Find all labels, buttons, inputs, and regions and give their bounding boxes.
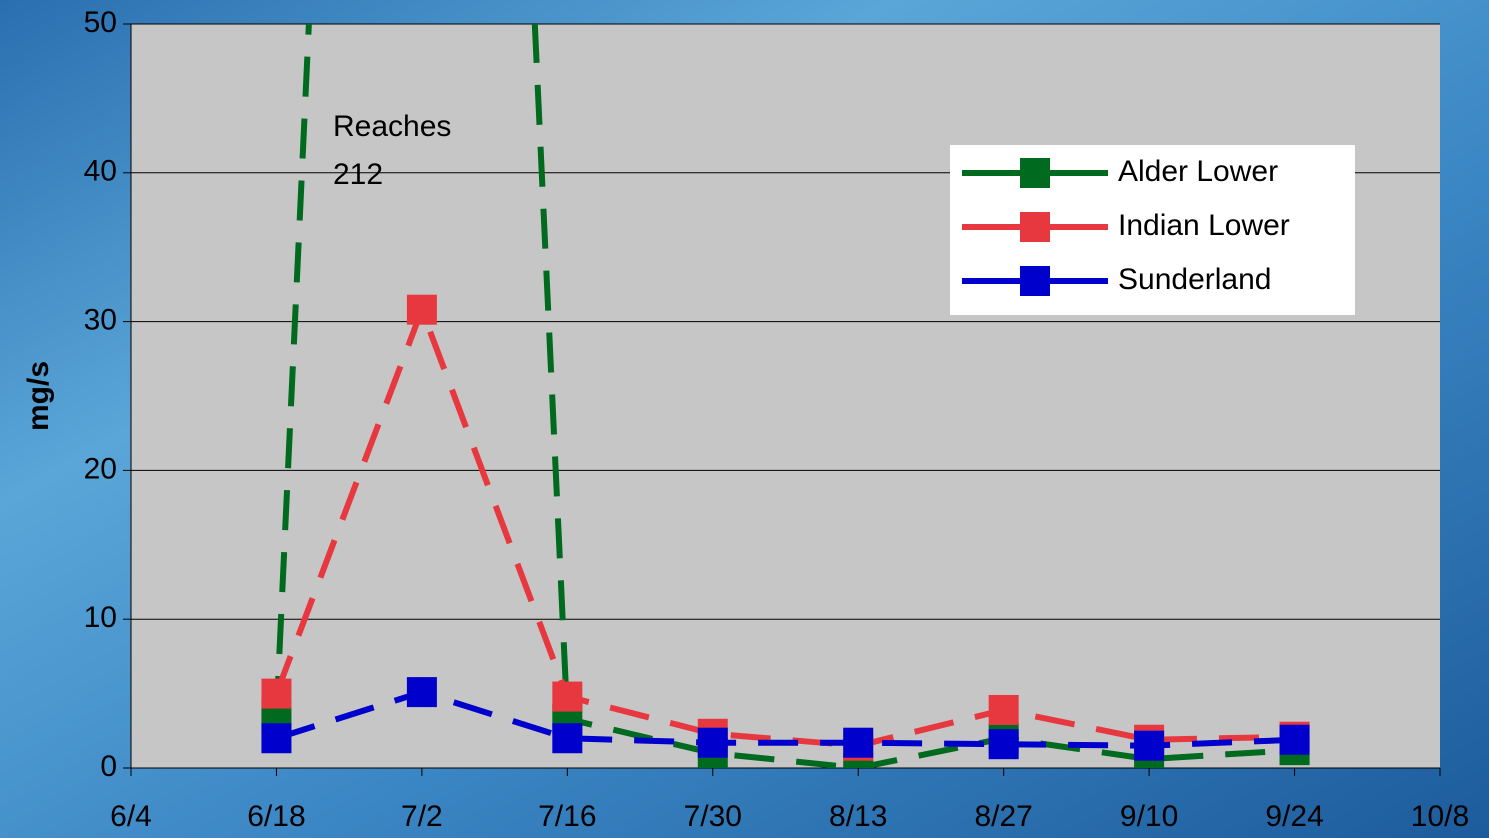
x-tick-label: 6/18 [247,800,305,833]
series-line [275,688,1295,749]
legend-label: Indian Lower [1118,209,1290,242]
y-tick-label: 40 [84,155,117,188]
legend-marker [1020,266,1050,296]
legend-label: Alder Lower [1118,155,1278,188]
marker [843,727,874,758]
marker [552,723,583,754]
marker [1279,724,1310,755]
x-tick-label: 10/8 [1411,800,1469,833]
plot [261,24,1310,768]
y-axis-label: mg/s [22,361,55,431]
x-tick-label: 9/24 [1265,800,1323,833]
legend-label: Sunderland [1118,263,1271,296]
legend-marker [1020,212,1050,242]
y-tick-label: 50 [84,6,117,39]
x-tick-label: 8/13 [829,800,887,833]
marker [406,294,437,325]
marker [988,729,1019,760]
x-tick-label: 8/27 [974,800,1032,833]
plot-area [131,24,1440,768]
marker [1134,730,1165,761]
y-tick-label: 30 [84,304,117,337]
y-tick-label: 0 [100,750,117,783]
marker [552,681,583,712]
x-tick-label: 7/2 [401,800,443,833]
y-tick-label: 10 [84,601,117,634]
marker [697,727,728,758]
x-tick-label: 6/4 [110,800,152,833]
marker [406,677,437,708]
annotation: Reaches 212 [333,110,451,191]
x-tick-label: 9/10 [1120,800,1178,833]
y-tick-label: 20 [84,452,117,485]
series-line [273,301,1295,749]
marker [261,678,292,709]
marker [261,723,292,754]
series-line [273,24,1295,768]
legend-marker [1020,158,1050,188]
x-tick-label: 7/30 [684,800,742,833]
x-tick-label: 7/16 [538,800,596,833]
marker [988,694,1019,725]
